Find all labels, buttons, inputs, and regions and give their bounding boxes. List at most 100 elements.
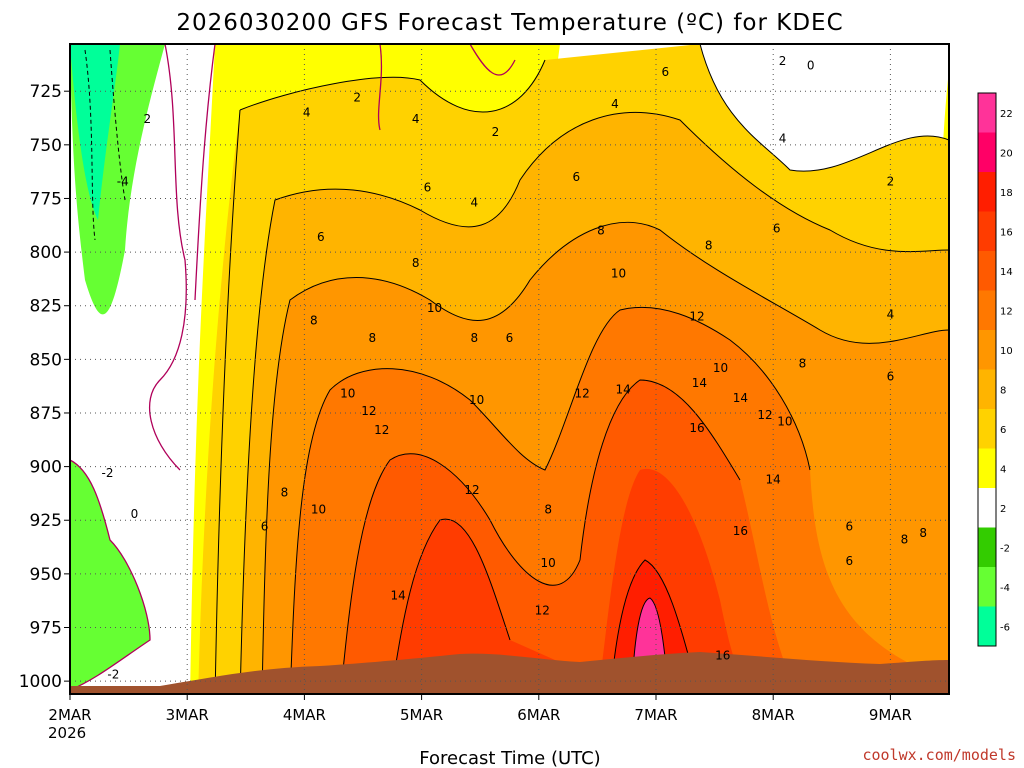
contour-label: 6	[317, 230, 325, 244]
contour-label: 8	[799, 357, 807, 371]
colorbar-tick-label: -4	[1000, 583, 1010, 594]
contour-label: 6	[773, 221, 781, 235]
y-tick-label: 725	[30, 82, 62, 102]
x-axis-label: Forecast Time (UTC)	[419, 748, 600, 768]
colorbar-tick-label: 12	[1000, 306, 1013, 317]
contour-label: 8	[705, 239, 713, 253]
y-tick-label: 1000	[19, 672, 62, 692]
contour-label: 10	[427, 301, 442, 315]
grid	[70, 44, 949, 694]
colorbar-border	[977, 92, 997, 647]
contour-label: 14	[692, 376, 707, 390]
colorbar-swatch	[978, 330, 996, 370]
contour-label: 6	[887, 370, 895, 384]
contour-label: 2	[353, 91, 361, 105]
credit-text: coolwx.com/models	[862, 746, 1016, 764]
chart-title: 2026030200 GFS Forecast Temperature (ºC)…	[176, 10, 843, 36]
colorbar-swatch	[978, 290, 996, 330]
colorbar-tick-label: 14	[1000, 267, 1013, 278]
colorbar-tick-label: -6	[1000, 622, 1010, 633]
contour-label: 4	[779, 131, 787, 145]
contour-label: 12	[361, 404, 376, 418]
contour-label: 2	[492, 125, 500, 139]
y-tick-label: 950	[30, 565, 62, 585]
contour-label: 12	[374, 423, 389, 437]
colorbar-swatch	[978, 93, 996, 133]
colorbar-swatch	[978, 132, 996, 172]
contour-label: 16	[733, 524, 748, 538]
contour-label: 2	[887, 174, 895, 188]
contour-label: 14	[766, 472, 781, 486]
x-tick-label: 9MAR	[869, 706, 912, 724]
y-tick-label: 875	[30, 404, 62, 424]
contour-label: 4	[471, 196, 479, 210]
colorbar-swatch	[978, 409, 996, 449]
contour-label: 12	[757, 408, 772, 422]
contour-label: -4	[117, 174, 129, 188]
contour-label: 12	[575, 387, 590, 401]
colorbar-tick-label: 8	[1000, 385, 1006, 396]
contour-label: 8	[901, 533, 909, 547]
colorbar-swatch	[978, 211, 996, 251]
x-tick-label: 5MAR	[400, 706, 443, 724]
y-axis: 725 750 775 800 825 850 875 900 925 950 975 1000	[19, 82, 70, 692]
colorbar-swatch	[978, 448, 996, 488]
contour-label: 16	[689, 421, 704, 435]
x-tick-label: 8MAR	[752, 706, 795, 724]
colorbar-swatch	[978, 567, 996, 607]
x-tick-label: 7MAR	[634, 706, 677, 724]
y-tick-label: 800	[30, 243, 62, 263]
contour-label: 8	[544, 503, 552, 517]
contour-label: 10	[469, 393, 484, 407]
contour-label: 6	[572, 170, 580, 184]
y-tick-label: 975	[30, 618, 62, 638]
contour-label: 8	[412, 256, 420, 270]
colorbar-tick-label: 6	[1000, 425, 1006, 436]
contour-label: 4	[611, 97, 619, 111]
colorbar-swatch	[978, 172, 996, 212]
contour-label: 10	[713, 361, 728, 375]
contour-label: 6	[662, 65, 670, 79]
contour-label: 2	[144, 112, 152, 126]
x-tick-label: 4MAR	[283, 706, 326, 724]
contour-label: 0	[131, 507, 139, 521]
contour-label: 6	[506, 331, 514, 345]
contour-label: 4	[887, 307, 895, 321]
contour-label: 8	[471, 331, 479, 345]
contour-label: 10	[611, 267, 626, 281]
contour-label: 6	[846, 520, 854, 534]
colorbar-tick-label: 10	[1000, 346, 1013, 357]
contour-label: 6	[846, 554, 854, 568]
contour-label: 0	[807, 58, 815, 72]
y-tick-label: 750	[30, 136, 62, 156]
x-axis: 2MAR 3MAR 4MAR 5MAR 6MAR 7MAR 8MAR 9MAR	[48, 694, 912, 724]
colorbar-swatch	[978, 369, 996, 409]
x-tick-label: 6MAR	[517, 706, 560, 724]
contour-label: 10	[777, 415, 792, 429]
plot-area	[70, 44, 949, 694]
contour-label: 14	[733, 391, 748, 405]
y-tick-label: 825	[30, 297, 62, 317]
contour-label: 6	[424, 181, 432, 195]
contour-label: 10	[340, 387, 355, 401]
y-tick-label: 925	[30, 511, 62, 531]
contour-label: 12	[689, 309, 704, 323]
colorbar-tick-label: 2	[1000, 504, 1006, 515]
contour-label: 6	[261, 520, 269, 534]
y-tick-label: 900	[30, 458, 62, 478]
contour-label: 16	[715, 648, 730, 662]
contour-label: 8	[281, 485, 289, 499]
x-tick-label: 2MAR	[48, 706, 91, 724]
contour-label: 4	[303, 106, 311, 120]
y-tick-label: 775	[30, 189, 62, 209]
contour-label: 14	[391, 588, 406, 602]
contour-label: 10	[541, 556, 556, 570]
contour-label: 12	[535, 603, 550, 617]
colorbar-tick-label: 4	[1000, 464, 1006, 475]
contour-label: -2	[102, 466, 114, 480]
contour-label: 14	[616, 382, 631, 396]
colorbar-swatch	[978, 251, 996, 291]
colorbar: 22 20 18 16 14 12 10 8 6 4 2 -2 -4 -6	[977, 92, 1013, 647]
